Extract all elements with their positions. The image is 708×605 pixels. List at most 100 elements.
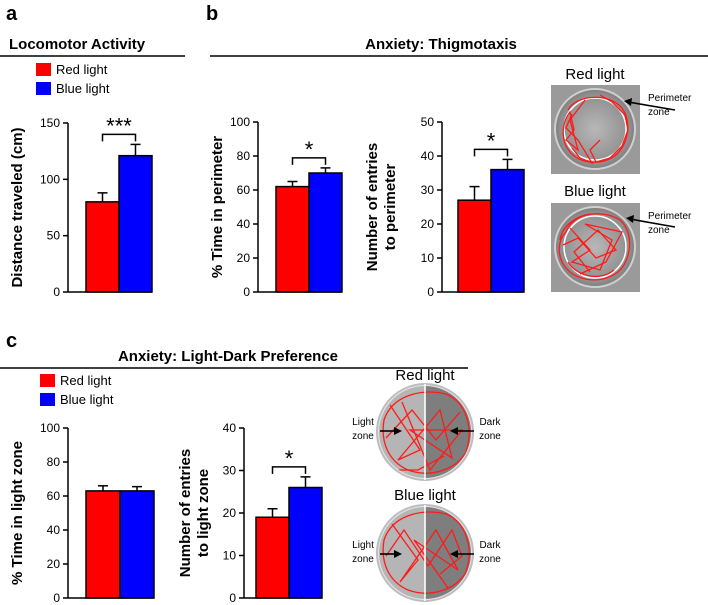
dark-zone-annotation-red: Dark zone xyxy=(450,417,502,442)
ld_entries-significance-label: * xyxy=(285,446,294,471)
locomotor-title: Locomotor Activity xyxy=(9,36,146,53)
thigmotaxis-blue-photo-title: Blue light xyxy=(564,183,627,200)
legend-c-blue-swatch xyxy=(40,393,55,406)
perimeter-arrow-blue xyxy=(629,218,676,228)
ld_time-y-tick-label: 20 xyxy=(47,557,61,571)
legend-c-red-swatch xyxy=(40,374,55,387)
ld_time-y-axis-label: % Time in light zone xyxy=(9,441,26,585)
perimeter-arrowhead-red xyxy=(624,98,632,106)
dark-zone-label-blue-line1: Dark xyxy=(479,540,501,551)
perimeter-annotation-blue: Perimeter zone xyxy=(626,211,692,236)
light-zone-arrowhead-red xyxy=(394,427,402,435)
thigmotaxis-blue-photo: Blue light xyxy=(551,183,640,292)
thig_time-bar-red xyxy=(275,185,310,293)
thig_entries-y-axis-label-line2: to perimeter xyxy=(382,163,399,250)
thigmotaxis-red-photo: Red light xyxy=(551,66,640,174)
light-dark-red-dark-half xyxy=(425,386,471,478)
light-dark-blue-light-half xyxy=(379,507,425,599)
thigmotaxis-blue-perimeter-ring xyxy=(563,215,627,279)
light-dark-red-photo: Red light xyxy=(376,367,474,481)
ld_time-y-tick-label: 0 xyxy=(53,591,60,605)
perimeter-label-blue-line2: zone xyxy=(648,225,670,236)
thig_entries-y-tick-label: 20 xyxy=(421,217,435,231)
dark-zone-label-red-line2: zone xyxy=(479,431,501,442)
ld_time-y-tick-label: 100 xyxy=(40,421,60,435)
ld_time-bar-blue xyxy=(119,490,155,599)
chart-locomotor: 0 50 100 150 *** Distance traveled (cm) xyxy=(9,113,153,299)
thig_entries-y-tick-label: 40 xyxy=(421,149,435,163)
locomotor-significance-label: *** xyxy=(106,113,132,138)
ld_entries-y-tick-label: 0 xyxy=(229,591,236,605)
ld_entries-bar-red xyxy=(255,516,290,599)
locomotor-significance-bracket xyxy=(101,133,137,142)
chart-thigmotaxis-entries: 0 10 20 30 40 50 * Number of entries to perimete… xyxy=(364,115,525,299)
light-dark-blue-photo-title: Blue light xyxy=(394,487,457,504)
legend-a: Red light Blue light xyxy=(36,62,110,96)
legend-a-red-swatch xyxy=(36,63,51,76)
chart-light-dark-entries: 0 10 20 30 40 * Number of entries to light zone xyxy=(177,421,323,605)
ld_entries-y-tick-label: 10 xyxy=(223,549,237,563)
ld_entries-significance-bracket xyxy=(271,466,307,474)
perimeter-label-red-line2: zone xyxy=(648,107,670,118)
thig_entries-y-tick-label: 0 xyxy=(427,285,434,299)
legend-c-red-label: Red light xyxy=(60,373,112,388)
thig_time-y-tick-label: 60 xyxy=(237,183,251,197)
thigmotaxis-title: Anxiety: Thigmotaxis xyxy=(365,36,517,53)
light-zone-label-blue-line2: zone xyxy=(352,554,374,565)
dark-zone-label-blue-line2: zone xyxy=(479,554,501,565)
light-zone-annotation-blue: Light zone xyxy=(352,540,402,565)
thigmotaxis-blue-dish xyxy=(554,206,636,288)
light-dark-red-track xyxy=(382,391,470,474)
light-dark-blue-photo: Blue light xyxy=(376,487,474,602)
legend-c-blue-label: Blue light xyxy=(60,392,114,407)
light-zone-label-blue-line1: Light xyxy=(352,540,374,551)
locomotor-y-axis-label: Distance traveled (cm) xyxy=(9,127,26,287)
locomotor-bar-red xyxy=(85,201,120,293)
thig_time-y-tick-label: 100 xyxy=(230,115,250,129)
perimeter-label-red-line1: Perimeter xyxy=(648,93,692,104)
light-zone-arrowhead-blue xyxy=(394,550,402,558)
ld_entries-y-axis-label-line1: Number of entries xyxy=(177,449,194,577)
ld_time-y-tick-label: 40 xyxy=(47,523,61,537)
light-dark-blue-track xyxy=(382,511,470,594)
locomotor-y-tick-label: 50 xyxy=(47,229,61,243)
ld_entries-y-axis-label-line2: to light zone xyxy=(195,469,212,557)
legend-a-red-label: Red light xyxy=(56,62,108,77)
thig_entries-y-tick-label: 50 xyxy=(421,115,435,129)
thig_time-y-tick-label: 80 xyxy=(237,149,251,163)
panel-letter-a: a xyxy=(6,3,18,25)
locomotor-bar-blue xyxy=(118,154,153,293)
dark-zone-label-red-line1: Dark xyxy=(479,417,501,428)
thig_time-significance-bracket xyxy=(291,157,327,165)
panel-letter-c: c xyxy=(6,330,17,352)
chart-thigmotaxis-time: 0 20 40 60 80 100 * % Time in perimeter xyxy=(209,115,343,299)
perimeter-annotation-red: Perimeter zone xyxy=(624,93,692,118)
light-dark-title: Anxiety: Light-Dark Preference xyxy=(118,348,338,365)
perimeter-arrow-red xyxy=(627,101,676,111)
legend-c: Red light Blue light xyxy=(40,373,114,407)
light-zone-label-red-line2: zone xyxy=(352,431,374,442)
light-zone-annotation-red: Light zone xyxy=(352,417,402,442)
ld_time-y-tick-label: 80 xyxy=(47,455,61,469)
thigmotaxis-blue-track xyxy=(558,213,631,281)
thig_entries-y-tick-label: 30 xyxy=(421,183,435,197)
legend-a-blue-label: Blue light xyxy=(56,81,110,96)
legend-a-blue-swatch xyxy=(36,82,51,95)
thig_time-y-tick-label: 20 xyxy=(237,251,251,265)
light-dark-red-light-half xyxy=(379,386,425,478)
chart-light-dark-time: 0 20 40 60 80 100 % Time in light zone xyxy=(9,421,155,605)
thig_time-significance-label: * xyxy=(305,137,314,162)
thigmotaxis-red-photo-title: Red light xyxy=(565,66,625,83)
locomotor-y-tick-label: 100 xyxy=(40,172,60,186)
dark-zone-arrowhead-red xyxy=(450,427,458,435)
dark-zone-annotation-blue: Dark zone xyxy=(450,540,502,565)
ld_entries-y-tick-label: 30 xyxy=(223,464,237,478)
thig_time-y-axis-label: % Time in perimeter xyxy=(209,136,226,278)
ld_entries-y-tick-label: 20 xyxy=(223,506,237,520)
ld_entries-bar-blue xyxy=(288,486,323,599)
thig_entries-significance-bracket xyxy=(473,148,509,157)
thig_time-y-tick-label: 0 xyxy=(243,285,250,299)
thig_entries-y-axis-label-line1: Number of entries xyxy=(364,143,381,271)
perimeter-arrowhead-blue xyxy=(626,215,634,223)
